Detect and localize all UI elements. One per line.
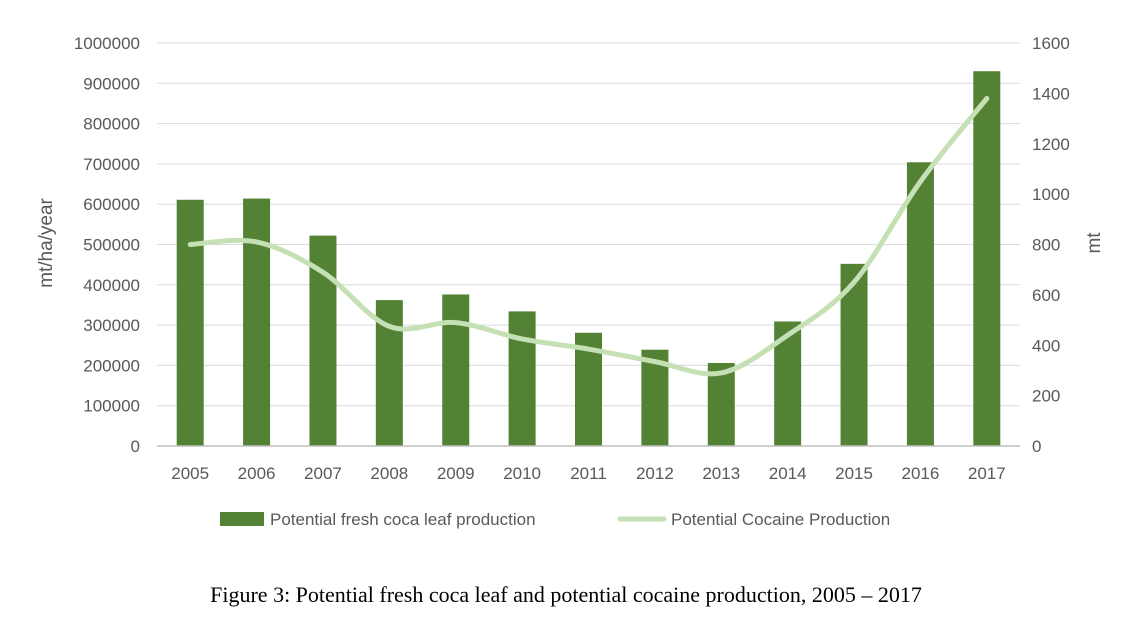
x-tick-label: 2016 (902, 464, 940, 483)
y-axis-title: mt/ha/year (36, 197, 57, 287)
bar-2013 (707, 362, 735, 446)
y2-tick-label: 400 (1032, 336, 1060, 355)
bar-2009 (442, 294, 470, 446)
figure-caption: Figure 3: Potential fresh coca leaf and … (210, 582, 922, 607)
x-tick-label: 2017 (968, 464, 1006, 483)
y-tick-label: 400000 (83, 276, 140, 295)
y-tick-label: 800000 (83, 115, 140, 134)
y-tick-label: 900000 (83, 74, 140, 93)
bar-2010 (508, 311, 536, 446)
legend-label-bar: Potential fresh coca leaf production (270, 510, 536, 529)
y2-tick-label: 1000 (1032, 185, 1070, 204)
y-axis-tick-labels: 0 100000 200000 300000 400000 500000 600000 700… (74, 34, 140, 456)
bar-2006 (243, 198, 271, 446)
y2-tick-label: 1200 (1032, 135, 1070, 154)
y2-axis-tick-labels: 0 200 400 600 800 1000 1200 1400 1600 (1032, 34, 1070, 456)
y-tick-label: 600000 (83, 195, 140, 214)
legend-swatch-bar (220, 512, 264, 526)
y2-tick-label: 0 (1032, 437, 1041, 456)
y2-tick-label: 1600 (1032, 34, 1070, 53)
y2-tick-label: 200 (1032, 387, 1060, 406)
line-series-potential-cocaine-production (187, 95, 990, 377)
x-tick-label: 2015 (835, 464, 873, 483)
x-axis-tick-labels: 2005 2006 2007 2008 2009 2010 2011 2012 2013 2014… (171, 464, 1005, 483)
x-tick-label: 2012 (636, 464, 674, 483)
x-tick-label: 2007 (304, 464, 342, 483)
x-tick-label: 2009 (437, 464, 475, 483)
x-tick-label: 2011 (570, 464, 607, 483)
y-tick-label: 700000 (83, 155, 140, 174)
y-tick-label: 1000000 (74, 34, 140, 53)
y2-axis-title: mt (1084, 232, 1105, 254)
bar-series (176, 71, 1001, 447)
x-tick-label: 2006 (238, 464, 276, 483)
x-tick-label: 2010 (503, 464, 541, 483)
y2-tick-label: 1400 (1032, 84, 1070, 103)
y-tick-label: 500000 (83, 236, 140, 255)
legend-label-line: Potential Cocaine Production (671, 510, 890, 529)
x-tick-label: 2005 (171, 464, 209, 483)
bar-2005 (176, 199, 204, 446)
y-tick-label: 100000 (83, 397, 140, 416)
legend: Potential fresh coca leaf production Pot… (220, 510, 890, 529)
gridlines (157, 42, 1020, 407)
y-tick-label: 200000 (83, 356, 140, 375)
y-tick-label: 0 (131, 437, 140, 456)
bar-2016 (906, 162, 934, 446)
y2-tick-label: 600 (1032, 286, 1060, 305)
y2-tick-label: 800 (1032, 236, 1060, 255)
x-tick-label: 2008 (370, 464, 408, 483)
x-tick-label: 2013 (702, 464, 740, 483)
bar-2017 (973, 71, 1001, 447)
x-tick-label: 2014 (769, 464, 807, 483)
y-tick-label: 300000 (83, 316, 140, 335)
